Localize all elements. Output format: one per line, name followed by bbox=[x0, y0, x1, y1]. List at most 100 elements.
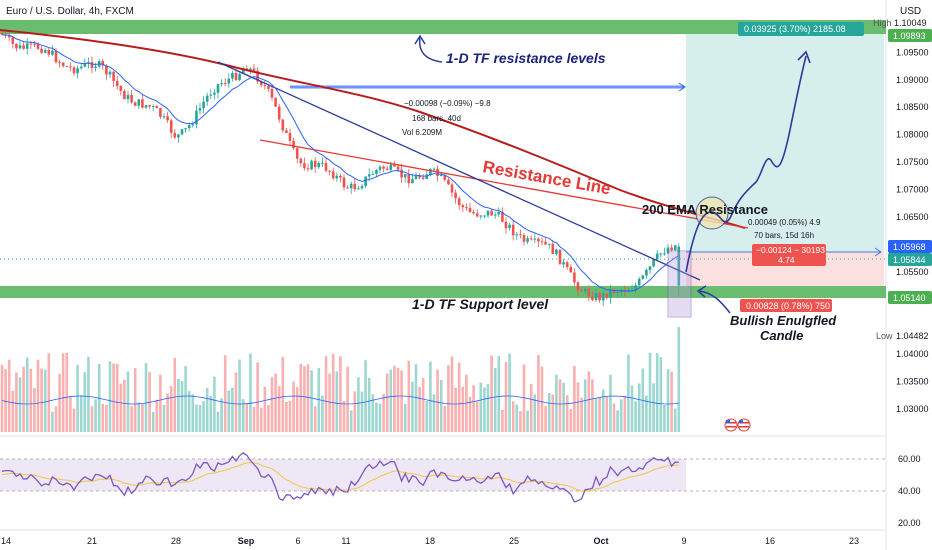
candle-body bbox=[198, 108, 202, 111]
candle-body bbox=[565, 262, 569, 268]
candle-body bbox=[58, 62, 61, 64]
volume-bar bbox=[177, 378, 180, 432]
volume-bar bbox=[180, 381, 184, 432]
volume-bar bbox=[573, 365, 576, 432]
candle-body bbox=[616, 291, 619, 294]
low-label: Low bbox=[876, 331, 893, 341]
volume-bar bbox=[555, 374, 558, 432]
volume-bar bbox=[249, 353, 252, 432]
volume-bar bbox=[490, 355, 493, 432]
volume-bar bbox=[537, 354, 540, 432]
candle-body bbox=[432, 168, 436, 170]
volume-bar bbox=[36, 359, 40, 432]
candle-body bbox=[511, 224, 515, 236]
volume-bar bbox=[335, 371, 339, 432]
measure2-line2: 70 bars, 15d 16h bbox=[754, 231, 814, 240]
candle-body bbox=[259, 81, 263, 86]
candle-body bbox=[162, 116, 166, 118]
candle-body bbox=[324, 162, 328, 171]
volume-bar bbox=[551, 394, 555, 432]
volume-bar bbox=[353, 391, 357, 432]
volume-bar bbox=[112, 363, 115, 432]
candle-body bbox=[537, 238, 540, 242]
candle-body bbox=[137, 99, 141, 106]
high-value: 1.10049 bbox=[894, 18, 927, 28]
price-tick-label: 1.07000 bbox=[896, 185, 929, 195]
candle-body bbox=[313, 160, 317, 168]
candle-body bbox=[522, 235, 526, 242]
candle-body bbox=[663, 253, 666, 255]
candle-body bbox=[515, 234, 519, 236]
volume-bar bbox=[281, 356, 285, 432]
volume-bar bbox=[400, 370, 403, 432]
volume-bar bbox=[277, 386, 281, 432]
volume-bar bbox=[231, 387, 234, 432]
volume-bar bbox=[198, 404, 202, 432]
price-tick-label: 1.04000 bbox=[896, 349, 929, 359]
us-flag-icon[interactable] bbox=[724, 418, 738, 432]
volume-bar bbox=[393, 365, 396, 432]
candle-body bbox=[241, 68, 245, 74]
volume-bar bbox=[508, 353, 511, 432]
candles bbox=[0, 29, 681, 306]
candle-body bbox=[155, 106, 159, 109]
volume-bar bbox=[18, 377, 22, 432]
volume-bar bbox=[87, 356, 90, 432]
volume-bar bbox=[166, 393, 169, 432]
time-tick-label: 23 bbox=[849, 536, 859, 546]
candle-body bbox=[353, 183, 357, 190]
volume-bar bbox=[22, 366, 25, 432]
volume-bar bbox=[425, 401, 429, 432]
volume-bar bbox=[663, 404, 666, 432]
volume-bars bbox=[0, 327, 681, 432]
time-axis[interactable]: 14 21 28 Sep 6 11 18 25 Oct 9 16 23 bbox=[1, 536, 859, 546]
position-target-label: 0.03925 (3.70%) 2185.08 bbox=[744, 24, 846, 34]
time-tick-label: 6 bbox=[295, 536, 300, 546]
volume-bar bbox=[119, 383, 123, 432]
candle-body bbox=[598, 293, 601, 301]
volume-bar bbox=[4, 369, 7, 432]
candle-body bbox=[504, 221, 508, 229]
volume-bar bbox=[623, 395, 627, 432]
price-tick-label: 1.07500 bbox=[896, 157, 929, 167]
candle-body bbox=[115, 80, 119, 87]
candle-body bbox=[472, 212, 475, 214]
volume-bar bbox=[69, 396, 72, 432]
candle-body bbox=[540, 241, 544, 243]
volume-bar bbox=[306, 364, 310, 432]
volume-bar bbox=[576, 382, 580, 432]
volume-bar bbox=[115, 363, 119, 432]
volume-bar bbox=[328, 373, 331, 432]
candle-body bbox=[270, 88, 274, 98]
candle-body bbox=[551, 243, 555, 255]
volume-bar bbox=[637, 383, 641, 432]
price-tick-label: 1.06500 bbox=[896, 212, 929, 222]
candle-body bbox=[396, 166, 400, 170]
us-flag-icon[interactable] bbox=[737, 418, 751, 432]
candle-body bbox=[238, 73, 241, 80]
volume-bar bbox=[378, 403, 382, 432]
currency-label: USD bbox=[900, 6, 921, 17]
bullish-label-2: Candle bbox=[760, 328, 803, 343]
candle-body bbox=[94, 66, 97, 69]
volume-bar bbox=[288, 400, 292, 432]
descending-trendline bbox=[217, 61, 701, 281]
volume-bar bbox=[259, 407, 263, 432]
candle-body bbox=[87, 62, 90, 64]
current-badge-b: 1.05844 bbox=[893, 255, 926, 265]
candle-body bbox=[11, 37, 15, 44]
support-badge: 1.05140 bbox=[893, 293, 926, 303]
candle-body bbox=[605, 293, 609, 298]
volume-bar bbox=[47, 353, 51, 432]
candle-body bbox=[166, 116, 169, 121]
candle-body bbox=[429, 168, 432, 175]
volume-bar bbox=[213, 376, 216, 432]
candle-body bbox=[335, 175, 339, 179]
candle-body bbox=[479, 215, 483, 217]
candle-body bbox=[461, 205, 465, 208]
candle-body bbox=[317, 163, 321, 168]
candle-body bbox=[159, 108, 162, 117]
volume-bar bbox=[274, 373, 277, 432]
volume-bar bbox=[360, 391, 364, 432]
